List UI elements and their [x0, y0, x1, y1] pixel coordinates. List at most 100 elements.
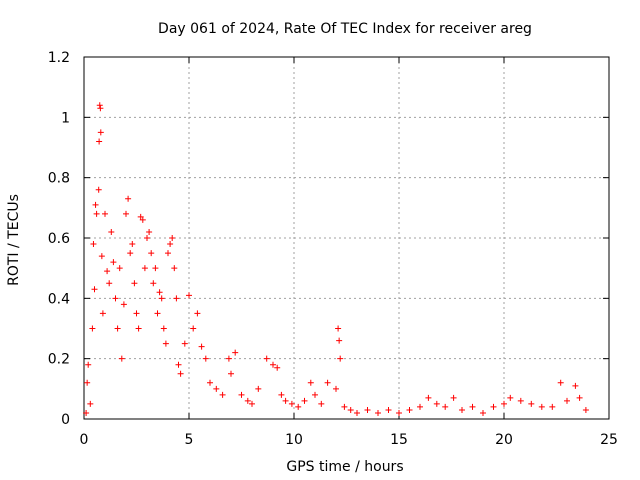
data-point: [337, 355, 344, 362]
data-point: [96, 138, 103, 145]
data-point: [318, 400, 325, 407]
data-point: [572, 382, 579, 389]
data-point: [375, 409, 381, 416]
data-point: [538, 403, 545, 410]
axis-ticks: 0 5 10 15 20 25 0 0.2 0.4 0.6 0.8 1 1.2: [48, 50, 618, 448]
data-point: [112, 295, 119, 302]
data-point: [144, 235, 150, 241]
data-point: [90, 241, 97, 248]
data-point: [364, 406, 371, 413]
data-point: [102, 210, 108, 217]
data-point: [282, 397, 289, 404]
data-point: [244, 397, 251, 404]
data-point: [207, 379, 213, 386]
data-point: [301, 397, 308, 404]
data-point: [83, 409, 90, 416]
data-point: [228, 370, 234, 377]
data-point: [167, 241, 174, 248]
data-point: [312, 391, 318, 398]
data-point: [169, 235, 176, 241]
x-tick-label: 25: [600, 432, 618, 448]
data-point: [385, 406, 392, 413]
data-point: [127, 250, 134, 257]
data-point: [347, 406, 354, 413]
data-point: [131, 280, 138, 287]
data-point: [95, 186, 102, 193]
data-point: [194, 310, 201, 317]
data-point: [106, 280, 113, 287]
data-point: [278, 391, 285, 398]
data-point: [137, 213, 144, 220]
y-tick-label: 0.8: [48, 171, 70, 187]
data-point: [181, 340, 188, 347]
data-point: [232, 349, 239, 356]
data-point: [97, 105, 104, 112]
data-point: [154, 310, 161, 317]
data-point: [225, 355, 232, 362]
data-point: [177, 370, 184, 377]
data-point: [219, 391, 226, 398]
data-point: [295, 403, 302, 410]
y-tick-label: 0.6: [48, 231, 70, 247]
data-point: [288, 400, 295, 407]
data-point: [469, 403, 476, 410]
data-point: [108, 228, 115, 235]
data-point: [116, 265, 123, 272]
data-point: [501, 400, 507, 407]
data-point: [146, 228, 153, 235]
data-points: [83, 102, 589, 416]
data-point: [557, 379, 564, 386]
data-point: [549, 403, 556, 410]
data-point: [96, 102, 103, 109]
data-point: [576, 394, 583, 401]
data-point: [173, 295, 180, 302]
data-point: [528, 400, 535, 407]
data-point: [450, 394, 457, 401]
x-tick-label: 15: [390, 432, 408, 448]
data-point: [324, 379, 331, 386]
data-point: [190, 325, 197, 332]
data-point: [490, 403, 497, 410]
data-point: [120, 301, 127, 308]
data-point: [175, 361, 182, 368]
data-point: [213, 385, 220, 392]
data-point: [139, 216, 146, 223]
data-point: [582, 406, 589, 413]
chart-title: Day 061 of 2024, Rate Of TEC Index for r…: [158, 21, 532, 37]
data-point: [93, 210, 100, 217]
data-point: [335, 325, 342, 332]
data-point: [459, 406, 465, 413]
data-point: [162, 340, 169, 347]
data-point: [99, 310, 106, 317]
data-point: [114, 325, 121, 332]
data-point: [87, 400, 94, 407]
data-point: [307, 379, 314, 386]
x-tick-label: 5: [185, 432, 194, 448]
data-point: [249, 400, 255, 407]
data-point: [564, 397, 570, 404]
x-axis-label: GPS time / hours: [286, 459, 403, 475]
data-point: [110, 259, 117, 266]
data-point: [148, 250, 155, 257]
data-point: [156, 289, 163, 296]
data-point: [165, 250, 171, 257]
data-point: [91, 286, 98, 293]
x-tick-label: 20: [495, 432, 513, 448]
data-point: [263, 355, 270, 362]
x-tick-label: 0: [80, 432, 89, 448]
data-point: [125, 195, 132, 202]
data-point: [255, 385, 262, 392]
data-point: [104, 268, 111, 275]
data-point: [89, 325, 96, 332]
data-point: [118, 355, 125, 362]
data-point: [171, 265, 178, 272]
data-point: [202, 355, 209, 362]
data-point: [186, 292, 192, 299]
data-point: [152, 265, 159, 272]
data-point: [238, 391, 245, 398]
data-point: [158, 295, 165, 302]
data-point: [507, 394, 514, 401]
data-point: [336, 337, 343, 344]
data-point: [270, 361, 276, 368]
